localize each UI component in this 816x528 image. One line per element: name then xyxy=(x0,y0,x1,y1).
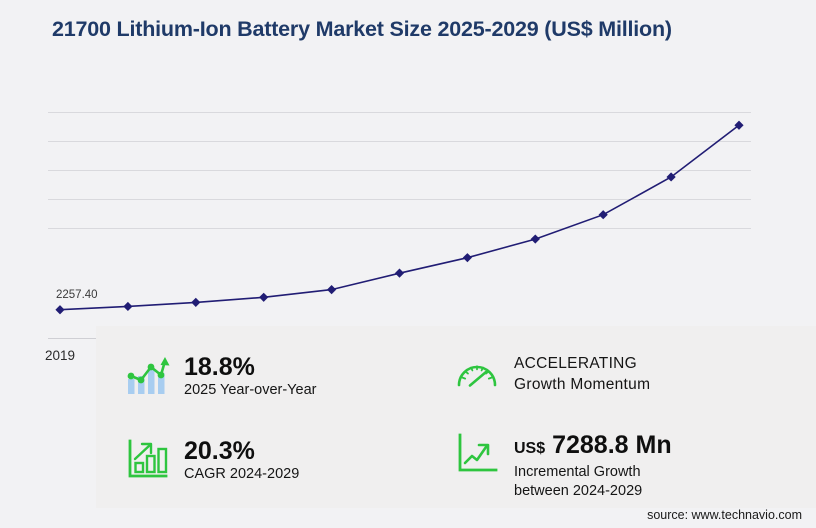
gridline xyxy=(48,141,751,142)
data-point-marker xyxy=(462,253,472,263)
bar-line-growth-icon xyxy=(124,352,170,398)
first-data-point-label: 2257.40 xyxy=(56,288,98,301)
speedometer-icon xyxy=(454,352,500,398)
data-point-marker xyxy=(55,305,65,315)
stat-growth-momentum: ACCELERATING Growth Momentum xyxy=(454,352,650,398)
data-point-marker xyxy=(191,297,201,307)
stat-label-line2: between 2024-2029 xyxy=(514,483,643,499)
gridline xyxy=(48,112,751,113)
stat-label: CAGR 2024-2029 xyxy=(184,466,300,482)
stat-currency-unit: US$ xyxy=(514,440,546,457)
data-point-marker xyxy=(530,234,540,244)
stat-value: US$ 7288.8 Mn xyxy=(514,431,672,463)
source-attribution: source: www.technavio.com xyxy=(647,508,802,522)
stat-year-over-year: 18.8% 2025 Year-over-Year xyxy=(124,352,316,400)
stat-value: 18.8% xyxy=(184,353,255,381)
data-point-marker xyxy=(123,301,133,312)
stat-label: 2025 Year-over-Year xyxy=(184,382,317,398)
chart-container: 2257.40 20192020202120222023202420252026… xyxy=(0,95,816,363)
data-point-marker xyxy=(734,120,744,130)
stat-label-line1: Incremental Growth xyxy=(514,464,641,480)
stat-incremental-growth: US$ 7288.8 Mn Incremental Growth between… xyxy=(454,430,672,501)
stat-amount: 7288.8 Mn xyxy=(552,431,672,459)
page-title: 21700 Lithium-Ion Battery Market Size 20… xyxy=(52,17,672,41)
bar-chart-arrow-icon xyxy=(124,436,170,482)
data-point-marker xyxy=(259,292,269,302)
gridline xyxy=(48,170,751,171)
data-point-marker xyxy=(394,268,405,278)
x-axis-tick-label: 2019 xyxy=(44,348,76,363)
data-point-marker xyxy=(598,210,608,220)
stat-cagr: 20.3% CAGR 2024-2029 xyxy=(124,436,299,484)
chart-plot-area xyxy=(48,95,751,243)
gridline xyxy=(48,199,751,200)
key-metrics-panel: 18.8% 2025 Year-over-Year xyxy=(96,326,816,508)
stat-value: ACCELERATING xyxy=(514,355,638,372)
stat-value: 20.3% xyxy=(184,437,255,465)
line-chart-arrow-icon xyxy=(454,430,500,476)
data-point-marker xyxy=(666,172,676,182)
stat-label: Growth Momentum xyxy=(514,376,651,393)
chart-series-line xyxy=(55,120,744,315)
gridline xyxy=(48,228,751,229)
data-point-marker xyxy=(327,284,337,295)
